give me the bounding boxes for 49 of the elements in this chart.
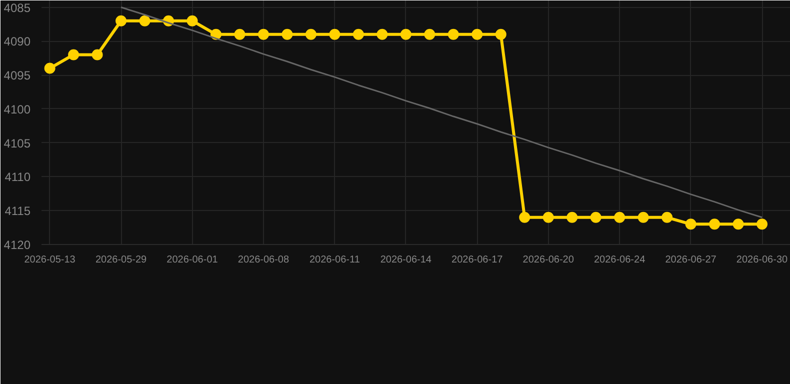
point	[44, 62, 56, 74]
point	[424, 28, 436, 40]
point	[400, 28, 412, 40]
y-tick-label: 4085	[4, 0, 31, 15]
point	[352, 28, 364, 40]
point	[329, 28, 340, 40]
point	[92, 49, 103, 60]
point	[590, 212, 602, 223]
point	[68, 49, 80, 60]
y-tick-label: 4110	[4, 170, 31, 184]
y-tick-label: 4090	[4, 34, 31, 49]
point	[519, 212, 530, 223]
point	[495, 28, 506, 40]
x-tick-label: 2026-06-27	[665, 254, 717, 266]
x-tick-label: 2026-05-29	[95, 254, 148, 266]
y-tick-label: 4095	[4, 68, 31, 83]
x-tick-label: 2026-06-24	[594, 254, 646, 266]
point	[662, 212, 673, 223]
y-tick-label: 4105	[4, 136, 31, 150]
point	[472, 28, 483, 40]
point	[614, 212, 626, 223]
point	[542, 212, 554, 223]
y-tick-label: 4120	[4, 238, 31, 252]
x-tick-label: 2026-06-08	[238, 254, 290, 266]
point	[732, 218, 744, 230]
point	[566, 212, 578, 223]
point	[685, 218, 696, 230]
point	[376, 28, 388, 40]
x-tick-label: 2026-06-17	[452, 254, 504, 266]
x-tick-label: 2026-06-20	[522, 254, 574, 266]
y-tick-label: 4100	[4, 102, 31, 116]
point	[305, 28, 316, 40]
x-tick-label: 2026-06-11	[309, 254, 360, 266]
point	[186, 15, 198, 26]
point	[756, 218, 768, 230]
y-tick-label: 4115	[4, 204, 31, 218]
point	[139, 15, 150, 26]
line-series	[120, 6, 763, 218]
x-tick-label: 2026-05-13	[24, 254, 76, 266]
point	[709, 218, 720, 230]
point	[234, 28, 246, 40]
x-tick-label: 2026-06-01	[166, 254, 218, 266]
point	[638, 212, 649, 223]
point	[282, 28, 293, 40]
point	[448, 28, 459, 40]
point	[116, 15, 127, 26]
x-tick-label: 2026-06-14	[380, 254, 432, 266]
x-tick-label: 2026-06-30	[736, 254, 788, 266]
point	[258, 28, 269, 40]
